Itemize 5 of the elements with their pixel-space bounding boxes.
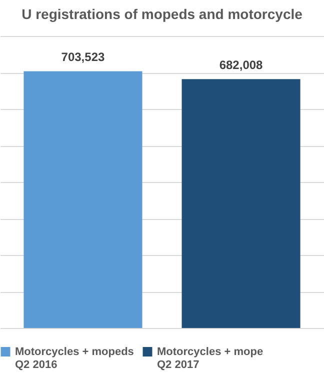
data-label: 703,523	[61, 50, 105, 64]
chart-title: U registrations of mopeds and motorcycle	[22, 6, 303, 22]
legend-label: Motorcycles + mopeds Q2 2016	[15, 346, 134, 371]
legend-label: Motorcycles + mope Q2 2017	[157, 346, 264, 371]
data-label: 682,008	[219, 58, 264, 72]
